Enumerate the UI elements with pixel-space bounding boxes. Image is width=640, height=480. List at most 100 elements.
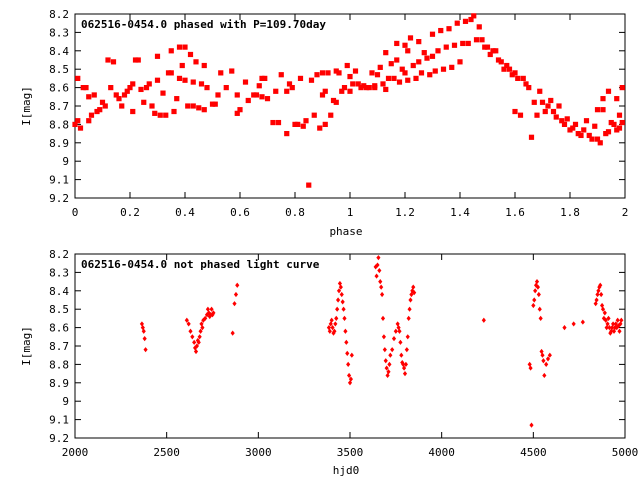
unphased-y-tick-label: 8.4 [49,285,69,298]
phased-data-point [520,75,526,81]
phased-data-point [328,112,334,118]
unphased-data-point [600,306,606,312]
phased-data-point [413,75,419,81]
phased-data-point [185,103,191,109]
unphased-data-point [388,352,393,358]
unphased-y-tick-label: 8.3 [49,266,69,279]
unphased-data-point [535,284,540,290]
phased-data-point [130,81,136,87]
unphased-data-point [545,356,551,362]
unphased-data-point [330,325,335,331]
phased-data-point [383,86,389,93]
phased-data-point [443,44,449,50]
unphased-data-point [193,345,198,351]
phased-data-point [487,51,493,58]
phased-data-point [157,112,163,118]
phased-data-point [594,136,601,142]
phased-data-point [517,112,524,118]
phased-data-point [435,48,441,54]
unphased-data-point [141,328,146,334]
phased-data-point [405,77,411,83]
phased-data-point [385,75,392,81]
phased-data-point [432,68,438,74]
phased-data-point [597,140,603,146]
phased-data-point [418,70,425,76]
phased-data-point [578,132,584,139]
phased-plot-frame [74,13,626,199]
phased-data-point [542,108,548,115]
phased-x-tick-label: 1 [347,206,354,219]
unphased-plot-frame [74,253,626,439]
phased-data-point [256,83,262,89]
unphased-data-point [203,315,208,321]
phased-y-tick-label: 8.6 [49,82,69,95]
unphased-data-point [534,279,540,285]
phased-data-point [270,119,276,126]
phased-x-tick-label: 1.2 [395,206,415,219]
phased-data-point [440,66,447,72]
phased-data-point [493,48,499,54]
phased-data-points [72,13,625,188]
phased-data-point [152,110,158,116]
unphased-data-point [230,330,235,336]
phased-data-point [462,18,469,24]
unphased-data-point [547,352,552,358]
phased-x-tick-label: 0.6 [230,206,250,219]
unphased-chart-title: 062516-0454.0 not phased light curve [81,258,320,271]
phased-data-point [333,68,339,74]
phased-data-point [124,88,130,94]
phased-data-point [75,75,81,81]
unphased-data-point [594,297,599,303]
phased-data-point [581,127,587,133]
phased-data-point [174,96,180,102]
phased-data-point [583,118,590,124]
phased-y-tick-label: 8.5 [49,63,69,76]
phased-data-point [347,73,353,80]
phased-data-point [504,62,510,69]
unphased-data-point [329,317,334,323]
phased-data-point [99,99,106,105]
unphased-data-point [327,328,332,334]
phased-y-ticks: 8.2 8.3 8.4 8.5 8.6 8.7 8.8 8.9 9 9.1 9.2 [49,8,625,205]
phased-data-point [303,118,309,124]
phased-data-point [589,136,595,142]
unphased-data-point [605,321,610,327]
phased-data-point [416,39,422,45]
unphased-y-tick-label: 8.8 [49,358,69,371]
phased-data-point [149,103,155,109]
phased-data-point [388,61,394,67]
unphased-data-point [232,301,237,307]
unphased-data-point [190,334,195,340]
unphased-data-point [397,328,402,334]
phased-data-point [361,83,367,89]
unphased-data-point [539,348,544,355]
phased-data-point [297,75,304,81]
unphased-data-point [534,282,539,288]
phased-data-point [75,118,81,124]
phased-data-point [176,44,183,50]
unphased-data-point [332,328,337,334]
unphased-data-point [615,317,620,323]
phased-data-point [163,112,169,118]
phased-data-point [330,97,337,104]
unphased-data-point [188,328,193,334]
phased-data-point [80,85,86,91]
unphased-data-point [386,369,391,375]
unphased-data-point [542,372,547,379]
phased-data-point [72,121,78,127]
unphased-y-tick-label: 9.2 [49,432,69,445]
phased-data-point [262,75,268,81]
unphased-data-point [617,328,622,334]
unphased-data-point [194,343,199,349]
phased-data-point [325,70,331,76]
unphased-data-point [411,284,416,290]
phased-data-point [482,44,488,50]
phased-data-point [165,70,172,76]
phased-data-point [600,96,606,102]
phased-data-point [614,96,620,102]
phased-data-point [363,85,370,91]
phased-data-point [223,85,229,91]
unphased-data-point [344,339,349,345]
phased-data-point [570,125,576,131]
phased-data-point [490,48,496,54]
